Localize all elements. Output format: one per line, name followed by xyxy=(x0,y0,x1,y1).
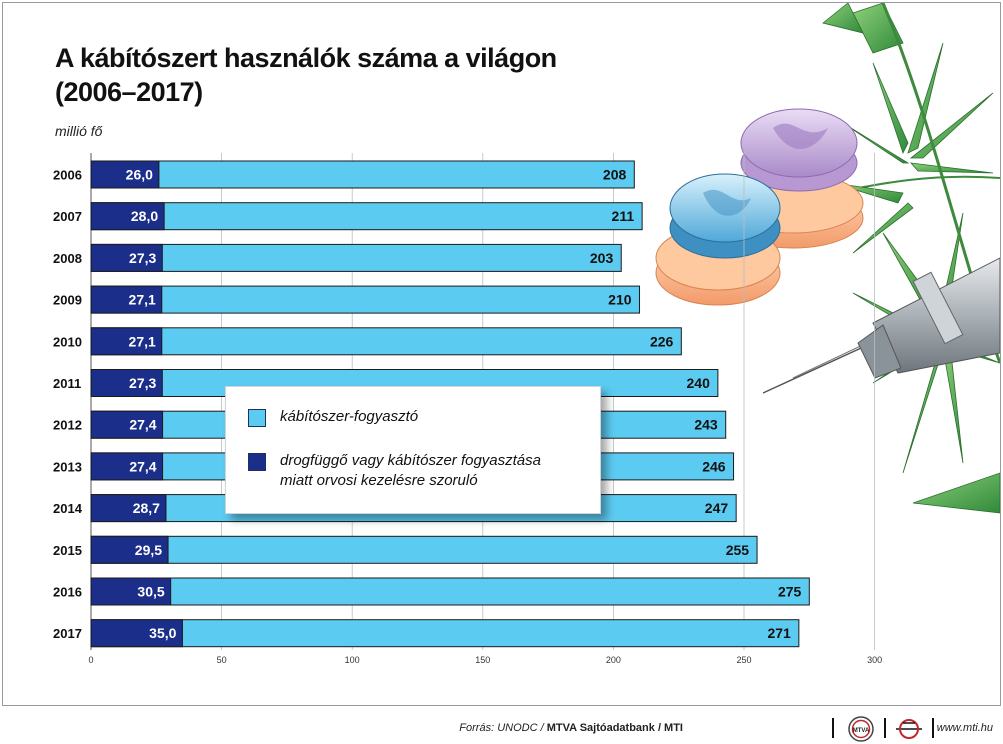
data-label-consumer: 271 xyxy=(767,625,791,641)
x-tick-label: 250 xyxy=(736,655,751,665)
data-label-treatment: 26,0 xyxy=(126,167,153,183)
bar-consumer xyxy=(90,285,641,314)
category-label: 2016 xyxy=(53,585,82,600)
data-label-treatment: 27,1 xyxy=(129,333,156,349)
footer-separator xyxy=(932,718,934,738)
legend-swatch-light xyxy=(248,409,266,427)
syringe-icon xyxy=(762,257,1000,394)
data-label-treatment: 27,1 xyxy=(129,292,156,308)
bar-treatment xyxy=(90,160,160,189)
bar-consumer xyxy=(90,202,643,231)
data-label-consumer: 240 xyxy=(687,375,711,391)
data-label-treatment: 28,7 xyxy=(133,500,160,516)
bar-consumer xyxy=(90,243,622,272)
bar-consumer xyxy=(90,535,758,564)
bar-treatment xyxy=(90,535,169,564)
x-tick-label: 150 xyxy=(475,655,490,665)
mtva-logo-text: MTVA xyxy=(853,728,870,734)
data-label-treatment: 29,5 xyxy=(135,542,162,558)
data-label-consumer: 246 xyxy=(702,458,726,474)
x-tick-label: 200 xyxy=(606,655,621,665)
bar-consumer xyxy=(90,619,800,648)
bars: 2006 26,0 208 2007 28,0 211 2008 27,3 203 2009 27,… xyxy=(53,160,810,648)
mtva-logo-icon: MTVA xyxy=(848,716,874,742)
bar-treatment xyxy=(90,285,163,314)
data-label-consumer: 243 xyxy=(694,417,718,433)
category-label: 2012 xyxy=(53,418,82,433)
x-tick-label: 300 xyxy=(867,655,882,665)
bar-treatment xyxy=(90,327,163,356)
legend-item-consumer: kábítószer-fogyasztó xyxy=(280,408,419,425)
category-label: 2015 xyxy=(53,543,82,558)
chart-frame: 0 50 100 150 200 250 300 2006 26,0 208 2007 28,0 21… xyxy=(2,2,1001,706)
data-label-treatment: 28,0 xyxy=(131,208,158,224)
chart-subtitle: (2006–2017) xyxy=(55,77,203,107)
data-label-consumer: 275 xyxy=(778,584,802,600)
data-label-consumer: 203 xyxy=(590,250,614,266)
bar-consumer xyxy=(90,160,635,189)
data-label-consumer: 255 xyxy=(726,542,750,558)
data-label-treatment: 30,5 xyxy=(137,584,164,600)
pill-icon xyxy=(655,173,781,306)
x-axis: 0 50 100 150 200 250 300 xyxy=(88,655,882,665)
bar-treatment xyxy=(90,243,163,272)
category-label: 2011 xyxy=(53,376,81,391)
x-tick-label: 50 xyxy=(217,655,227,665)
unit-label: millió fő xyxy=(55,123,103,139)
footer: Forrás: UNODC / MTVA Sajtóadatbank / MTI… xyxy=(0,714,1003,744)
chart-title: A kábítószert használók száma a világon xyxy=(55,43,557,73)
footer-separator xyxy=(884,718,886,738)
data-label-treatment: 27,4 xyxy=(129,417,156,433)
mti-logo-icon xyxy=(896,719,922,739)
category-label: 2006 xyxy=(53,168,82,183)
legend: kábítószer-fogyasztó drogfüggő vagy kábí… xyxy=(225,386,601,514)
cannabis-leaf-icon xyxy=(832,182,1000,514)
website-text: www.mti.hu xyxy=(936,722,993,734)
chart-svg: 0 50 100 150 200 250 300 2006 26,0 208 2007 28,0 21… xyxy=(53,3,1000,665)
category-label: 2008 xyxy=(53,251,82,266)
data-label-treatment: 35,0 xyxy=(149,625,176,641)
legend-item-treatment-line1: drogfüggő vagy kábítószer fogyasztása xyxy=(280,452,541,469)
data-label-consumer: 247 xyxy=(705,500,729,516)
data-label-consumer: 208 xyxy=(603,167,627,183)
data-label-consumer: 211 xyxy=(612,208,635,224)
bar-treatment xyxy=(90,202,165,231)
data-label-treatment: 27,3 xyxy=(129,375,156,391)
data-label-consumer: 226 xyxy=(650,333,674,349)
category-label: 2013 xyxy=(53,459,82,474)
category-label: 2010 xyxy=(53,334,82,349)
bar-treatment xyxy=(90,494,167,523)
legend-swatch-dark xyxy=(248,453,266,471)
bar-treatment xyxy=(90,577,172,606)
source-text: Forrás: UNODC / MTVA Sajtóadatbank / MTI xyxy=(459,722,683,734)
category-label: 2007 xyxy=(53,209,82,224)
bar-treatment xyxy=(90,410,164,439)
data-label-treatment: 27,3 xyxy=(129,250,156,266)
bar-treatment xyxy=(90,619,183,648)
source-bold: MTVA Sajtóadatbank / MTI xyxy=(546,722,683,734)
category-label: 2017 xyxy=(53,626,82,641)
data-label-consumer: 210 xyxy=(608,292,632,308)
bar-consumer xyxy=(90,577,810,606)
bar-consumer xyxy=(90,327,682,356)
cannabis-leaf-icon xyxy=(822,3,994,174)
data-label-treatment: 27,4 xyxy=(129,458,156,474)
source-prefix: Forrás: UNODC / xyxy=(459,722,547,734)
x-tick-label: 100 xyxy=(345,655,360,665)
category-label: 2014 xyxy=(53,501,83,516)
x-tick-label: 0 xyxy=(88,655,93,665)
bar-treatment xyxy=(90,369,163,397)
footer-separator xyxy=(832,718,834,738)
legend-item-treatment-line2: miatt orvosi kezelésre szoruló xyxy=(280,472,478,489)
drugs-illustration xyxy=(655,3,1000,514)
category-label: 2009 xyxy=(53,293,82,308)
bar-treatment xyxy=(90,452,164,481)
